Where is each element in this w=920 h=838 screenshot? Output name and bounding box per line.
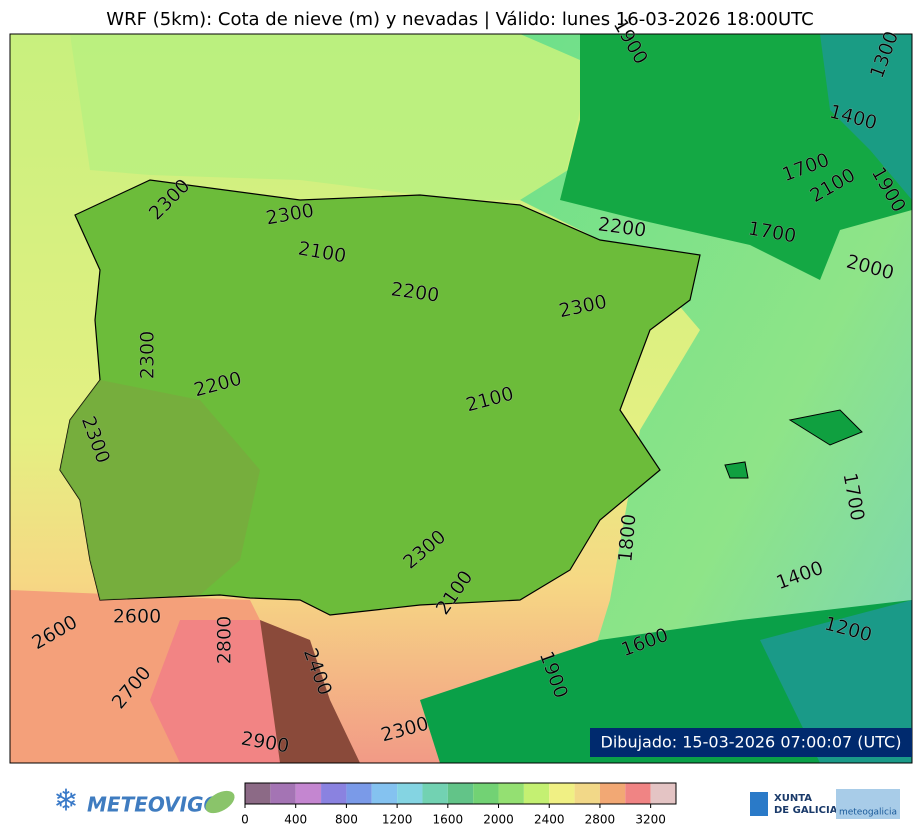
contour-label: 2200 <box>597 213 648 242</box>
colorbar-segment <box>371 783 398 804</box>
colorbar-tick-label: 1200 <box>382 813 413 827</box>
colorbar-tick-label: 2000 <box>483 813 514 827</box>
colorbar-segment <box>270 783 296 804</box>
snowflake-icon: ❄ <box>53 784 78 819</box>
xunta-text: XUNTA <box>774 793 812 804</box>
colorbar-tick-label: 3200 <box>635 813 666 827</box>
colorbar-segment <box>473 783 499 804</box>
colorbar-segment <box>295 783 322 804</box>
colorbar-segment <box>574 783 600 804</box>
colorbar-segment <box>599 783 626 804</box>
timestamp-box <box>590 728 912 757</box>
colorbar-segment <box>498 783 524 804</box>
contour-label: 1800 <box>614 513 640 563</box>
colorbar-segment <box>422 783 448 804</box>
colorbar-segment <box>397 783 423 804</box>
colorbar-segment <box>523 783 550 804</box>
contour-label: 1400 <box>827 101 879 135</box>
colorbar-segment <box>650 783 676 804</box>
colorbar-segment <box>447 783 474 804</box>
colorbar-tick-label: 800 <box>335 813 358 827</box>
colorbar-tick-label: 400 <box>284 813 307 827</box>
colorbar-segment <box>346 783 372 804</box>
colorbar-tick-label: 2400 <box>534 813 565 827</box>
colorbar-tick-label: 1600 <box>433 813 464 827</box>
contour-label: 2800 <box>214 616 236 664</box>
colorbar-segment <box>321 783 347 804</box>
logo-left: ❄ METEOVIGO <box>53 784 235 819</box>
colorbar-frame <box>244 782 677 805</box>
contour-label: 2300 <box>137 331 159 379</box>
colorbar: 0 400 800 1200 1600 2000 2400 2800 3200 <box>241 782 677 827</box>
colorbar-segment <box>625 783 651 804</box>
meteogalicia-text: meteogalicia <box>839 808 897 818</box>
timestamp: Dibujado: 15-03-2026 07:00:07 (UTC) <box>601 733 902 752</box>
colorbar-tick-label: 0 <box>241 813 249 827</box>
colorbar-segment <box>245 783 271 804</box>
title: WRF (5km): Cota de nieve (m) y nevadas |… <box>106 9 813 30</box>
logo-right: XUNTA DE GALICIA meteogalicia <box>750 789 900 819</box>
logo-text: METEOVIGO <box>87 793 221 817</box>
xunta-text: DE GALICIA <box>774 805 838 816</box>
colorbar-tick-label: 2800 <box>585 813 616 827</box>
contour-label: 2600 <box>113 606 161 628</box>
colorbar-segment <box>549 783 575 804</box>
